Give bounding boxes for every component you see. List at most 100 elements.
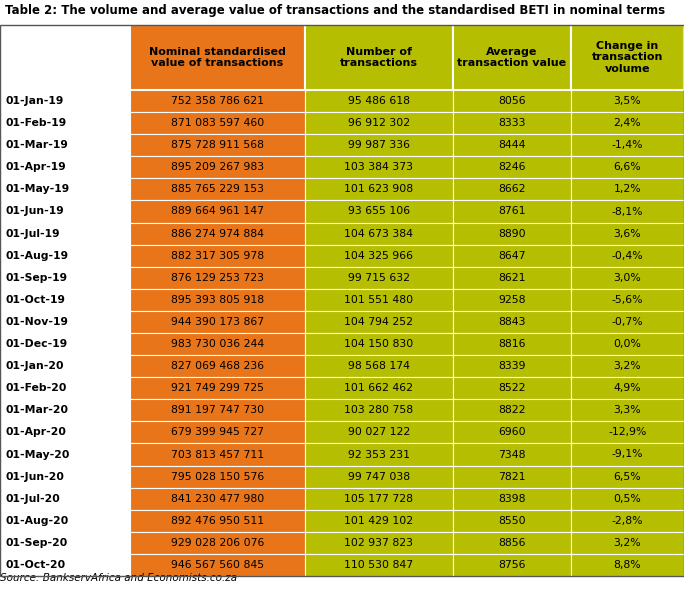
Bar	[130, 289, 305, 311]
Bar	[0, 156, 130, 178]
Text: 703 813 457 711: 703 813 457 711	[171, 450, 264, 459]
Bar	[453, 509, 571, 532]
Text: 104 673 384: 104 673 384	[345, 228, 414, 239]
Text: 882 317 305 978: 882 317 305 978	[171, 251, 264, 261]
Bar	[305, 554, 453, 576]
Bar	[0, 422, 130, 444]
Bar	[130, 466, 305, 487]
Text: 944 390 173 867: 944 390 173 867	[171, 317, 264, 327]
Text: 8339: 8339	[498, 361, 526, 371]
Bar	[305, 156, 453, 178]
Bar	[0, 200, 130, 222]
Bar	[130, 112, 305, 134]
Text: 871 083 597 460: 871 083 597 460	[171, 118, 264, 128]
Text: 752 358 786 621: 752 358 786 621	[171, 96, 264, 106]
Bar	[571, 399, 684, 422]
Text: 3,0%: 3,0%	[614, 273, 642, 283]
Bar	[130, 554, 305, 576]
Text: 01-Mar-20: 01-Mar-20	[6, 405, 69, 416]
Text: 110 530 847: 110 530 847	[345, 560, 414, 570]
Text: 6,5%: 6,5%	[614, 472, 642, 481]
Text: 0,5%: 0,5%	[614, 494, 642, 504]
Bar	[0, 222, 130, 245]
Bar	[305, 245, 453, 267]
Bar	[305, 311, 453, 333]
Text: 101 551 480: 101 551 480	[345, 295, 414, 305]
Bar	[0, 532, 130, 554]
Text: 8647: 8647	[498, 251, 526, 261]
Text: -5,6%: -5,6%	[611, 295, 643, 305]
Text: 01-Feb-19: 01-Feb-19	[6, 118, 67, 128]
Bar	[0, 377, 130, 399]
Bar	[305, 333, 453, 355]
Text: 01-Oct-20: 01-Oct-20	[6, 560, 66, 570]
Bar	[305, 289, 453, 311]
Bar	[0, 134, 130, 156]
Text: 104 150 830: 104 150 830	[344, 339, 414, 349]
Text: -9,1%: -9,1%	[611, 450, 643, 459]
Text: 101 429 102: 101 429 102	[345, 515, 414, 526]
Bar	[0, 444, 130, 466]
Bar	[130, 267, 305, 289]
Text: 6,6%: 6,6%	[614, 162, 642, 172]
Bar	[453, 90, 571, 112]
Bar	[571, 554, 684, 576]
Bar	[571, 311, 684, 333]
Bar	[130, 444, 305, 466]
Text: 104 794 252: 104 794 252	[345, 317, 414, 327]
Bar	[453, 178, 571, 200]
Bar	[0, 355, 130, 377]
Bar	[305, 422, 453, 444]
Bar	[0, 466, 130, 487]
Bar	[571, 222, 684, 245]
Bar	[571, 245, 684, 267]
Text: 885 765 229 153: 885 765 229 153	[171, 184, 264, 194]
Text: 3,6%: 3,6%	[614, 228, 642, 239]
Bar	[0, 554, 130, 576]
Bar	[0, 399, 130, 422]
Bar	[571, 355, 684, 377]
Text: 01-Apr-19: 01-Apr-19	[6, 162, 67, 172]
Bar	[305, 444, 453, 466]
Bar	[571, 112, 684, 134]
Text: 946 567 560 845: 946 567 560 845	[171, 560, 264, 570]
Text: 01-Apr-20: 01-Apr-20	[6, 428, 67, 437]
Bar	[0, 311, 130, 333]
Text: 921 749 299 725: 921 749 299 725	[171, 383, 264, 393]
Bar	[130, 399, 305, 422]
Bar	[453, 156, 571, 178]
Text: 01-Jun-19: 01-Jun-19	[6, 206, 65, 216]
Bar	[571, 156, 684, 178]
Text: 875 728 911 568: 875 728 911 568	[171, 140, 264, 150]
Bar	[0, 90, 130, 112]
Text: 01-Sep-20: 01-Sep-20	[6, 538, 68, 548]
Text: 3,5%: 3,5%	[614, 96, 642, 106]
Bar	[0, 112, 130, 134]
Text: 99 747 038: 99 747 038	[348, 472, 410, 481]
Text: 98 568 174: 98 568 174	[348, 361, 410, 371]
Bar	[571, 267, 684, 289]
Bar	[0, 178, 130, 200]
Bar	[305, 355, 453, 377]
Text: 01-Jul-20: 01-Jul-20	[6, 494, 61, 504]
Bar	[571, 487, 684, 509]
Bar	[130, 178, 305, 200]
Text: 8,8%: 8,8%	[614, 560, 642, 570]
Bar	[453, 532, 571, 554]
Text: 90 027 122: 90 027 122	[348, 428, 410, 437]
Text: 3,2%: 3,2%	[614, 361, 642, 371]
Text: 01-May-20: 01-May-20	[6, 450, 70, 459]
Bar	[305, 90, 453, 112]
Bar	[571, 509, 684, 532]
Bar	[130, 200, 305, 222]
Bar	[305, 200, 453, 222]
Text: 8822: 8822	[498, 405, 526, 416]
Text: 8522: 8522	[498, 383, 526, 393]
Text: -8,1%: -8,1%	[611, 206, 643, 216]
Bar	[453, 333, 571, 355]
Bar	[0, 509, 130, 532]
Text: Nominal standardised
value of transactions: Nominal standardised value of transactio…	[149, 47, 286, 68]
Bar	[571, 422, 684, 444]
Text: 4,9%: 4,9%	[614, 383, 642, 393]
Bar	[0, 333, 130, 355]
